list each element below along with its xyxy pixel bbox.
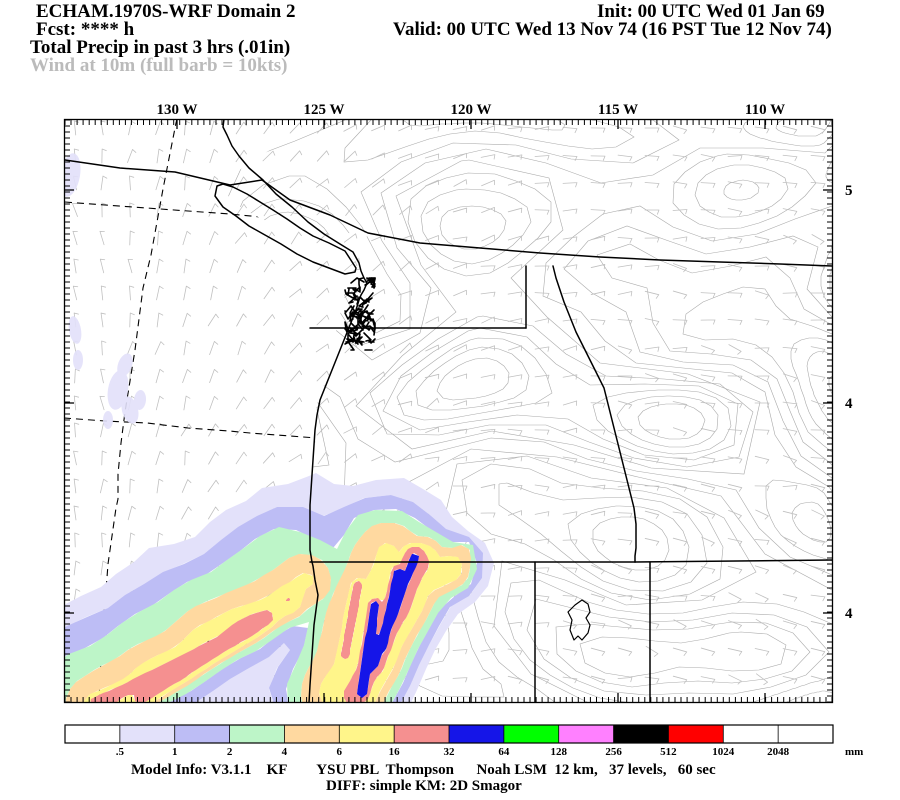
svg-text:5: 5 <box>845 183 853 199</box>
svg-text:512: 512 <box>660 746 677 758</box>
svg-text:128: 128 <box>550 746 567 758</box>
svg-text:125 W: 125 W <box>304 102 345 118</box>
svg-text:130 W: 130 W <box>157 102 198 118</box>
svg-text:32: 32 <box>444 746 456 758</box>
svg-text:mm: mm <box>845 746 863 758</box>
svg-text:64: 64 <box>498 746 510 758</box>
svg-text:1024: 1024 <box>712 746 735 758</box>
svg-text:4: 4 <box>845 606 853 622</box>
svg-text:256: 256 <box>605 746 622 758</box>
svg-text:120 W: 120 W <box>451 102 492 118</box>
svg-text:4: 4 <box>282 746 288 758</box>
svg-text:4: 4 <box>845 396 853 412</box>
svg-text:6: 6 <box>337 746 343 758</box>
svg-text:110 W: 110 W <box>745 102 785 118</box>
svg-text:1: 1 <box>172 746 178 758</box>
svg-text:.5: .5 <box>116 746 125 758</box>
svg-text:115 W: 115 W <box>598 102 638 118</box>
svg-text:2: 2 <box>227 746 233 758</box>
svg-text:16: 16 <box>389 746 401 758</box>
svg-text:2048: 2048 <box>767 746 790 758</box>
